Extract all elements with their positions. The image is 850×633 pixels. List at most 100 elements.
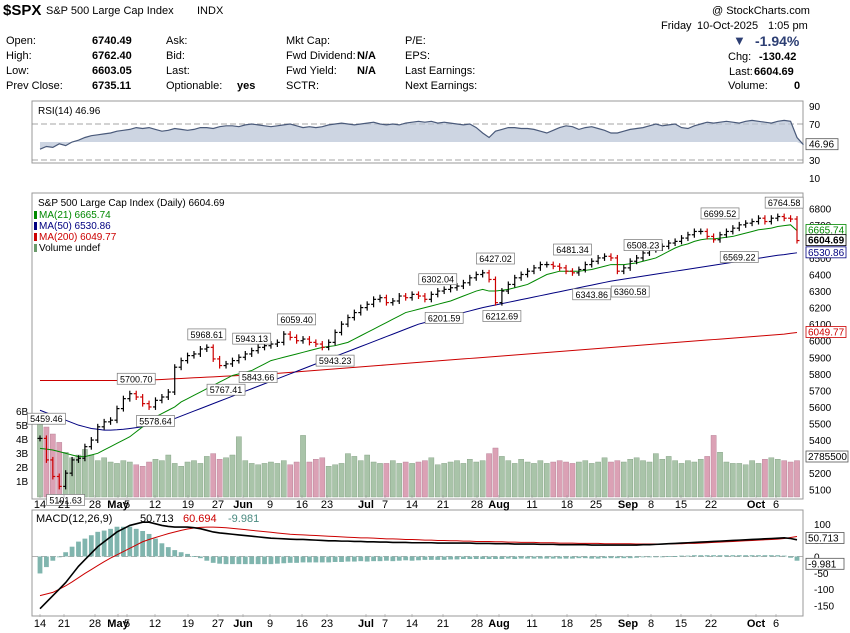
- macd-histogram-bar: [493, 556, 498, 560]
- macd-histogram-bar: [249, 556, 255, 565]
- macd-value-tag-label: 50.713: [808, 534, 839, 545]
- macd-x-label: Oct: [747, 618, 766, 630]
- volume-bar: [261, 463, 268, 498]
- price-annotation-box: [277, 313, 316, 326]
- macd-histogram-bar: [409, 556, 415, 561]
- volume-bar: [787, 461, 794, 498]
- macd-histogram-bar: [461, 556, 466, 560]
- volume-bar: [171, 463, 178, 498]
- price-tick-label: 6400: [809, 271, 832, 282]
- price-annotation: 5578.64: [139, 416, 172, 426]
- price-tick-label: 6200: [809, 304, 832, 315]
- macd-histogram-bar: [640, 556, 646, 558]
- exchange-label: INDX: [197, 5, 224, 17]
- volume-label: Volume:: [728, 80, 768, 92]
- volume-bar: [730, 463, 736, 498]
- volume-bar: [159, 460, 165, 498]
- price-annotation-box: [719, 251, 759, 263]
- volume-bar: [255, 464, 261, 498]
- ticker-symbol[interactable]: $SPX: [3, 2, 42, 19]
- macd-hist-value: -9.981: [228, 513, 259, 525]
- last-value: 6604.69: [754, 66, 794, 78]
- index-name: S&P 500 Large Cap Index: [46, 5, 174, 17]
- volume-bar: [588, 463, 595, 498]
- macd-histogram-bar: [153, 538, 158, 557]
- price-tick-label: 6000: [809, 337, 832, 348]
- volume-bar: [293, 461, 300, 498]
- macd-histogram-bar: [95, 531, 101, 557]
- macd-histogram-bar: [217, 556, 223, 564]
- macd-histogram-bar: [666, 556, 672, 557]
- legend-item: MA(200) 6049.77: [39, 232, 117, 243]
- macd-histogram-bar: [441, 556, 447, 560]
- volume-bar: [127, 461, 133, 498]
- field-label: Next Earnings:: [405, 80, 478, 92]
- macd-histogram-bar: [371, 556, 376, 562]
- price-x-label: 21: [58, 499, 70, 511]
- volume-bar: [736, 463, 743, 498]
- macd-histogram-bar: [422, 556, 428, 560]
- price-tick-label: 6300: [809, 287, 832, 298]
- price-annotation: 5767.41: [210, 385, 243, 395]
- price-tick-label: 6800: [809, 204, 832, 215]
- volume-tick-label: 5B: [16, 421, 29, 432]
- volume-bar: [755, 463, 762, 498]
- macd-histogram-bar: [563, 556, 569, 559]
- volume-bar: [749, 460, 755, 498]
- macd-histogram-bar: [69, 546, 75, 557]
- field-label: Ask:: [166, 35, 188, 47]
- volume-bar: [620, 461, 627, 498]
- volume-bar: [794, 460, 800, 498]
- price-x-label: 22: [705, 499, 717, 511]
- volume-bar: [717, 452, 723, 498]
- price-annotation-box: [315, 354, 355, 367]
- price-x-label: 14: [34, 499, 46, 511]
- price-x-label: May: [107, 499, 129, 511]
- price-annotation-box: [764, 196, 804, 209]
- volume-tick-label: 3B: [16, 449, 29, 460]
- macd-x-label: 9: [267, 618, 273, 630]
- macd-x-label: 8: [648, 618, 654, 630]
- volume-bar: [537, 460, 544, 498]
- macd-tick-label: -100: [814, 585, 834, 596]
- field-label: Mkt Cap:: [286, 35, 331, 47]
- macd-x-label: 6: [773, 618, 779, 630]
- macd-signal-value: 60.694: [183, 513, 217, 525]
- copyright[interactable]: @ StockCharts.com: [712, 5, 810, 17]
- rsi-value-label: 46.96: [809, 140, 834, 151]
- macd-histogram-bar: [627, 556, 633, 559]
- price-tick-label: 5600: [809, 403, 832, 414]
- field-value: 6735.11: [92, 80, 132, 92]
- price-annotation-box: [232, 332, 272, 345]
- legend-item: MA(21) 6665.74: [39, 210, 111, 221]
- volume-bar: [492, 447, 499, 498]
- quote-day: Friday: [661, 20, 692, 32]
- rsi-tick-label: 10: [809, 174, 821, 185]
- volume-bar: [120, 460, 127, 498]
- price-annotation: 5101.63: [49, 495, 82, 505]
- price-annotation-box: [553, 243, 592, 256]
- volume-bar: [556, 460, 563, 498]
- legend-item: MA(50) 6530.86: [39, 221, 111, 232]
- volume-bar: [268, 461, 274, 498]
- macd-histogram-bar: [589, 556, 595, 559]
- price-annotation-box: [187, 328, 227, 341]
- price-tick-label: 5900: [809, 353, 832, 364]
- volume-bar: [601, 457, 608, 498]
- macd-histogram-bar: [191, 556, 197, 557]
- price-annotation: 5843.66: [242, 373, 275, 383]
- macd-histogram-bar: [384, 556, 389, 561]
- macd-x-label: 18: [561, 618, 573, 630]
- macd-histogram-bar: [499, 556, 505, 560]
- price-value-tag: [805, 234, 847, 247]
- price-annotation: 6699.52: [704, 209, 737, 219]
- macd-x-label: May: [107, 618, 129, 630]
- price-value-label: 6049.77: [808, 327, 845, 338]
- macd-value-tag-label: -9.981: [808, 559, 837, 570]
- volume-bar: [672, 460, 678, 498]
- macd-histogram-bar: [454, 556, 460, 560]
- field-label: Open:: [6, 35, 36, 47]
- macd-histogram-bar: [653, 556, 659, 558]
- macd-histogram-bar: [37, 556, 43, 574]
- macd-value-tag: [805, 557, 845, 570]
